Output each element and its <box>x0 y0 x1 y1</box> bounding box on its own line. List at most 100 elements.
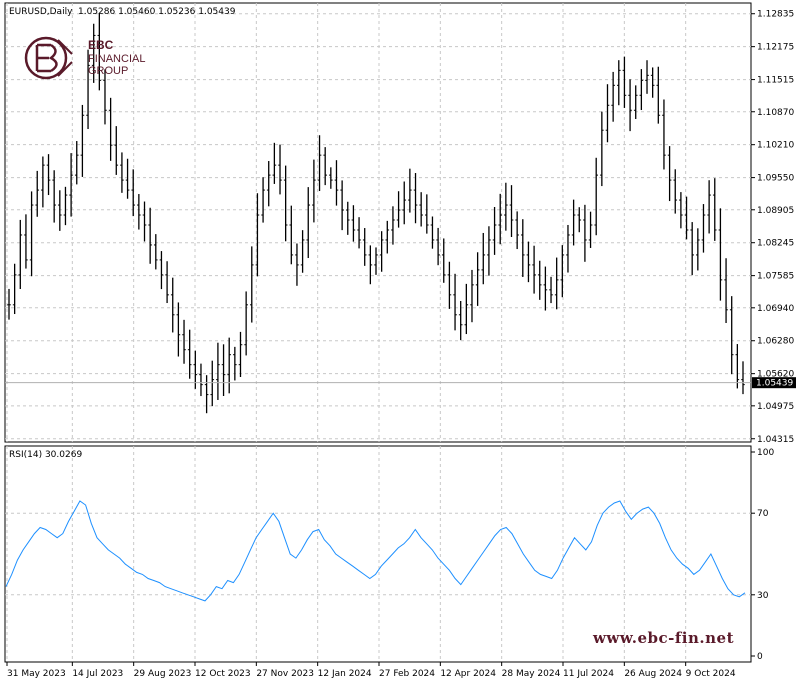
price-tick-label: 1.04975 <box>757 402 794 412</box>
ohlc-bar <box>233 346 237 381</box>
ohlc-bar <box>289 205 294 265</box>
ohlc-bar <box>323 147 327 186</box>
ohlc-bar <box>244 291 248 356</box>
price-tick-label: 1.07585 <box>757 272 794 282</box>
ohlc-bar <box>379 231 384 272</box>
ohlc-bar <box>86 49 90 130</box>
ohlc-bar <box>278 144 282 195</box>
ohlc-bar <box>549 276 553 304</box>
ohlc-bar <box>255 193 260 277</box>
x-tick-label: 14 Jul 2023 <box>72 669 123 679</box>
x-tick-label: 12 Apr 2024 <box>440 669 496 679</box>
ohlc-bar <box>492 206 497 255</box>
ohlc-bar <box>306 187 311 259</box>
ohlc-bar <box>656 66 661 124</box>
ohlc-bar <box>537 260 542 300</box>
x-tick-label: 31 May 2023 <box>7 669 66 679</box>
ohlc-bar <box>481 232 486 285</box>
ohlc-bar <box>351 205 356 242</box>
ohlc-bar <box>611 71 615 122</box>
ohlc-bar <box>108 97 113 161</box>
ohlc-bar <box>329 167 333 189</box>
ohlc-bar <box>283 165 288 242</box>
ohlc-bar <box>729 296 734 375</box>
price-tick-label: 1.04315 <box>757 435 794 445</box>
ohlc-bar <box>701 204 706 253</box>
rsi-header: RSI(14) 30.0269 <box>9 450 82 460</box>
rsi-line <box>5 500 746 602</box>
website-watermark: www.ebc-fin.net <box>592 629 734 647</box>
ohlc-bar <box>295 243 299 286</box>
ohlc-bar <box>605 84 610 143</box>
ohlc-bar <box>470 269 474 323</box>
ohlc-bar <box>645 60 649 94</box>
ohlc-bar <box>210 360 215 407</box>
ohlc-bar <box>362 228 367 266</box>
x-tick-label: 12 Jan 2024 <box>318 669 372 679</box>
price-tick-label: 1.08245 <box>757 239 794 249</box>
current-price-tag-label: 1.05439 <box>756 379 793 389</box>
price-y-axis: 1.12835 1.12175 1.11515 1.10870 1.10210 1.095… <box>751 10 794 445</box>
price-tick-label: 1.09550 <box>757 174 794 184</box>
ohlc-bar <box>413 173 418 224</box>
ohlc-bar <box>385 220 390 254</box>
ohlc-bar <box>419 192 423 227</box>
logo-word-financial: FINANCIAL <box>88 53 145 65</box>
current-price-tag <box>752 377 796 389</box>
ohlc-bar <box>436 227 440 266</box>
ohlc-bar <box>97 13 102 91</box>
ohlc-bar <box>114 126 119 175</box>
ohlc-bar <box>80 104 85 177</box>
ohlc-bar <box>396 191 401 228</box>
ohlc-bar <box>583 204 587 262</box>
ebc-logo <box>24 36 73 80</box>
ohlc-bar <box>430 216 435 249</box>
ohlc-bar <box>526 241 531 283</box>
ohlc-bar <box>509 185 514 237</box>
ohlc-bar <box>272 142 277 184</box>
x-tick-label: 27 Feb 2024 <box>379 669 435 679</box>
ohlc-bar <box>374 247 378 275</box>
price-tick-label: 1.10870 <box>757 108 794 118</box>
ohlc-bar <box>571 199 576 246</box>
ohlc-bar <box>91 23 96 83</box>
rsi-line-layer <box>5 500 746 602</box>
ohlc-bar <box>441 238 446 283</box>
ohlc-bar <box>594 157 598 236</box>
ohlc-bar <box>69 153 73 217</box>
x-tick-label: 28 May 2024 <box>502 669 561 679</box>
symbol-label: EURUSD,Daily <box>9 7 73 17</box>
ohlc-bar <box>29 191 34 277</box>
price-bars <box>7 13 745 414</box>
ohlc-bar <box>261 177 265 223</box>
rsi-tick-label: 100 <box>757 448 774 458</box>
rsi-panel-frame <box>4 445 752 663</box>
ohlc-bar <box>684 196 689 240</box>
ohlc-bar <box>650 67 655 98</box>
ohlc-bar <box>204 375 209 414</box>
ohlc-bar <box>249 246 254 323</box>
ohlc-bar <box>142 201 147 242</box>
ohlc-bar <box>74 141 79 185</box>
ohlc-bar <box>52 170 56 223</box>
ohlc-bar <box>616 60 621 106</box>
price-tick-label: 1.06940 <box>757 304 794 314</box>
ohlc-bar <box>554 257 559 310</box>
logo-word-ebc: EBC <box>88 38 114 52</box>
rsi-tick-label: 0 <box>757 652 763 662</box>
x-tick-label: 11 Jul 2024 <box>563 669 614 679</box>
ohlc-bar <box>425 194 429 234</box>
ohlc-bar <box>63 186 68 226</box>
ohlc-bar <box>216 342 220 400</box>
ohlc-bar <box>696 228 700 271</box>
x-tick-label: 27 Nov 2023 <box>256 669 314 679</box>
ohlc-bar <box>41 156 45 208</box>
ohlc-bar <box>667 146 672 202</box>
ohlc-bar <box>58 190 62 231</box>
ohlc-bar <box>639 69 644 111</box>
price-tick-label: 1.08905 <box>757 206 794 216</box>
ohlc-bar <box>712 178 717 241</box>
ohlc-bar <box>521 219 525 277</box>
ohlc-bar <box>199 363 203 397</box>
